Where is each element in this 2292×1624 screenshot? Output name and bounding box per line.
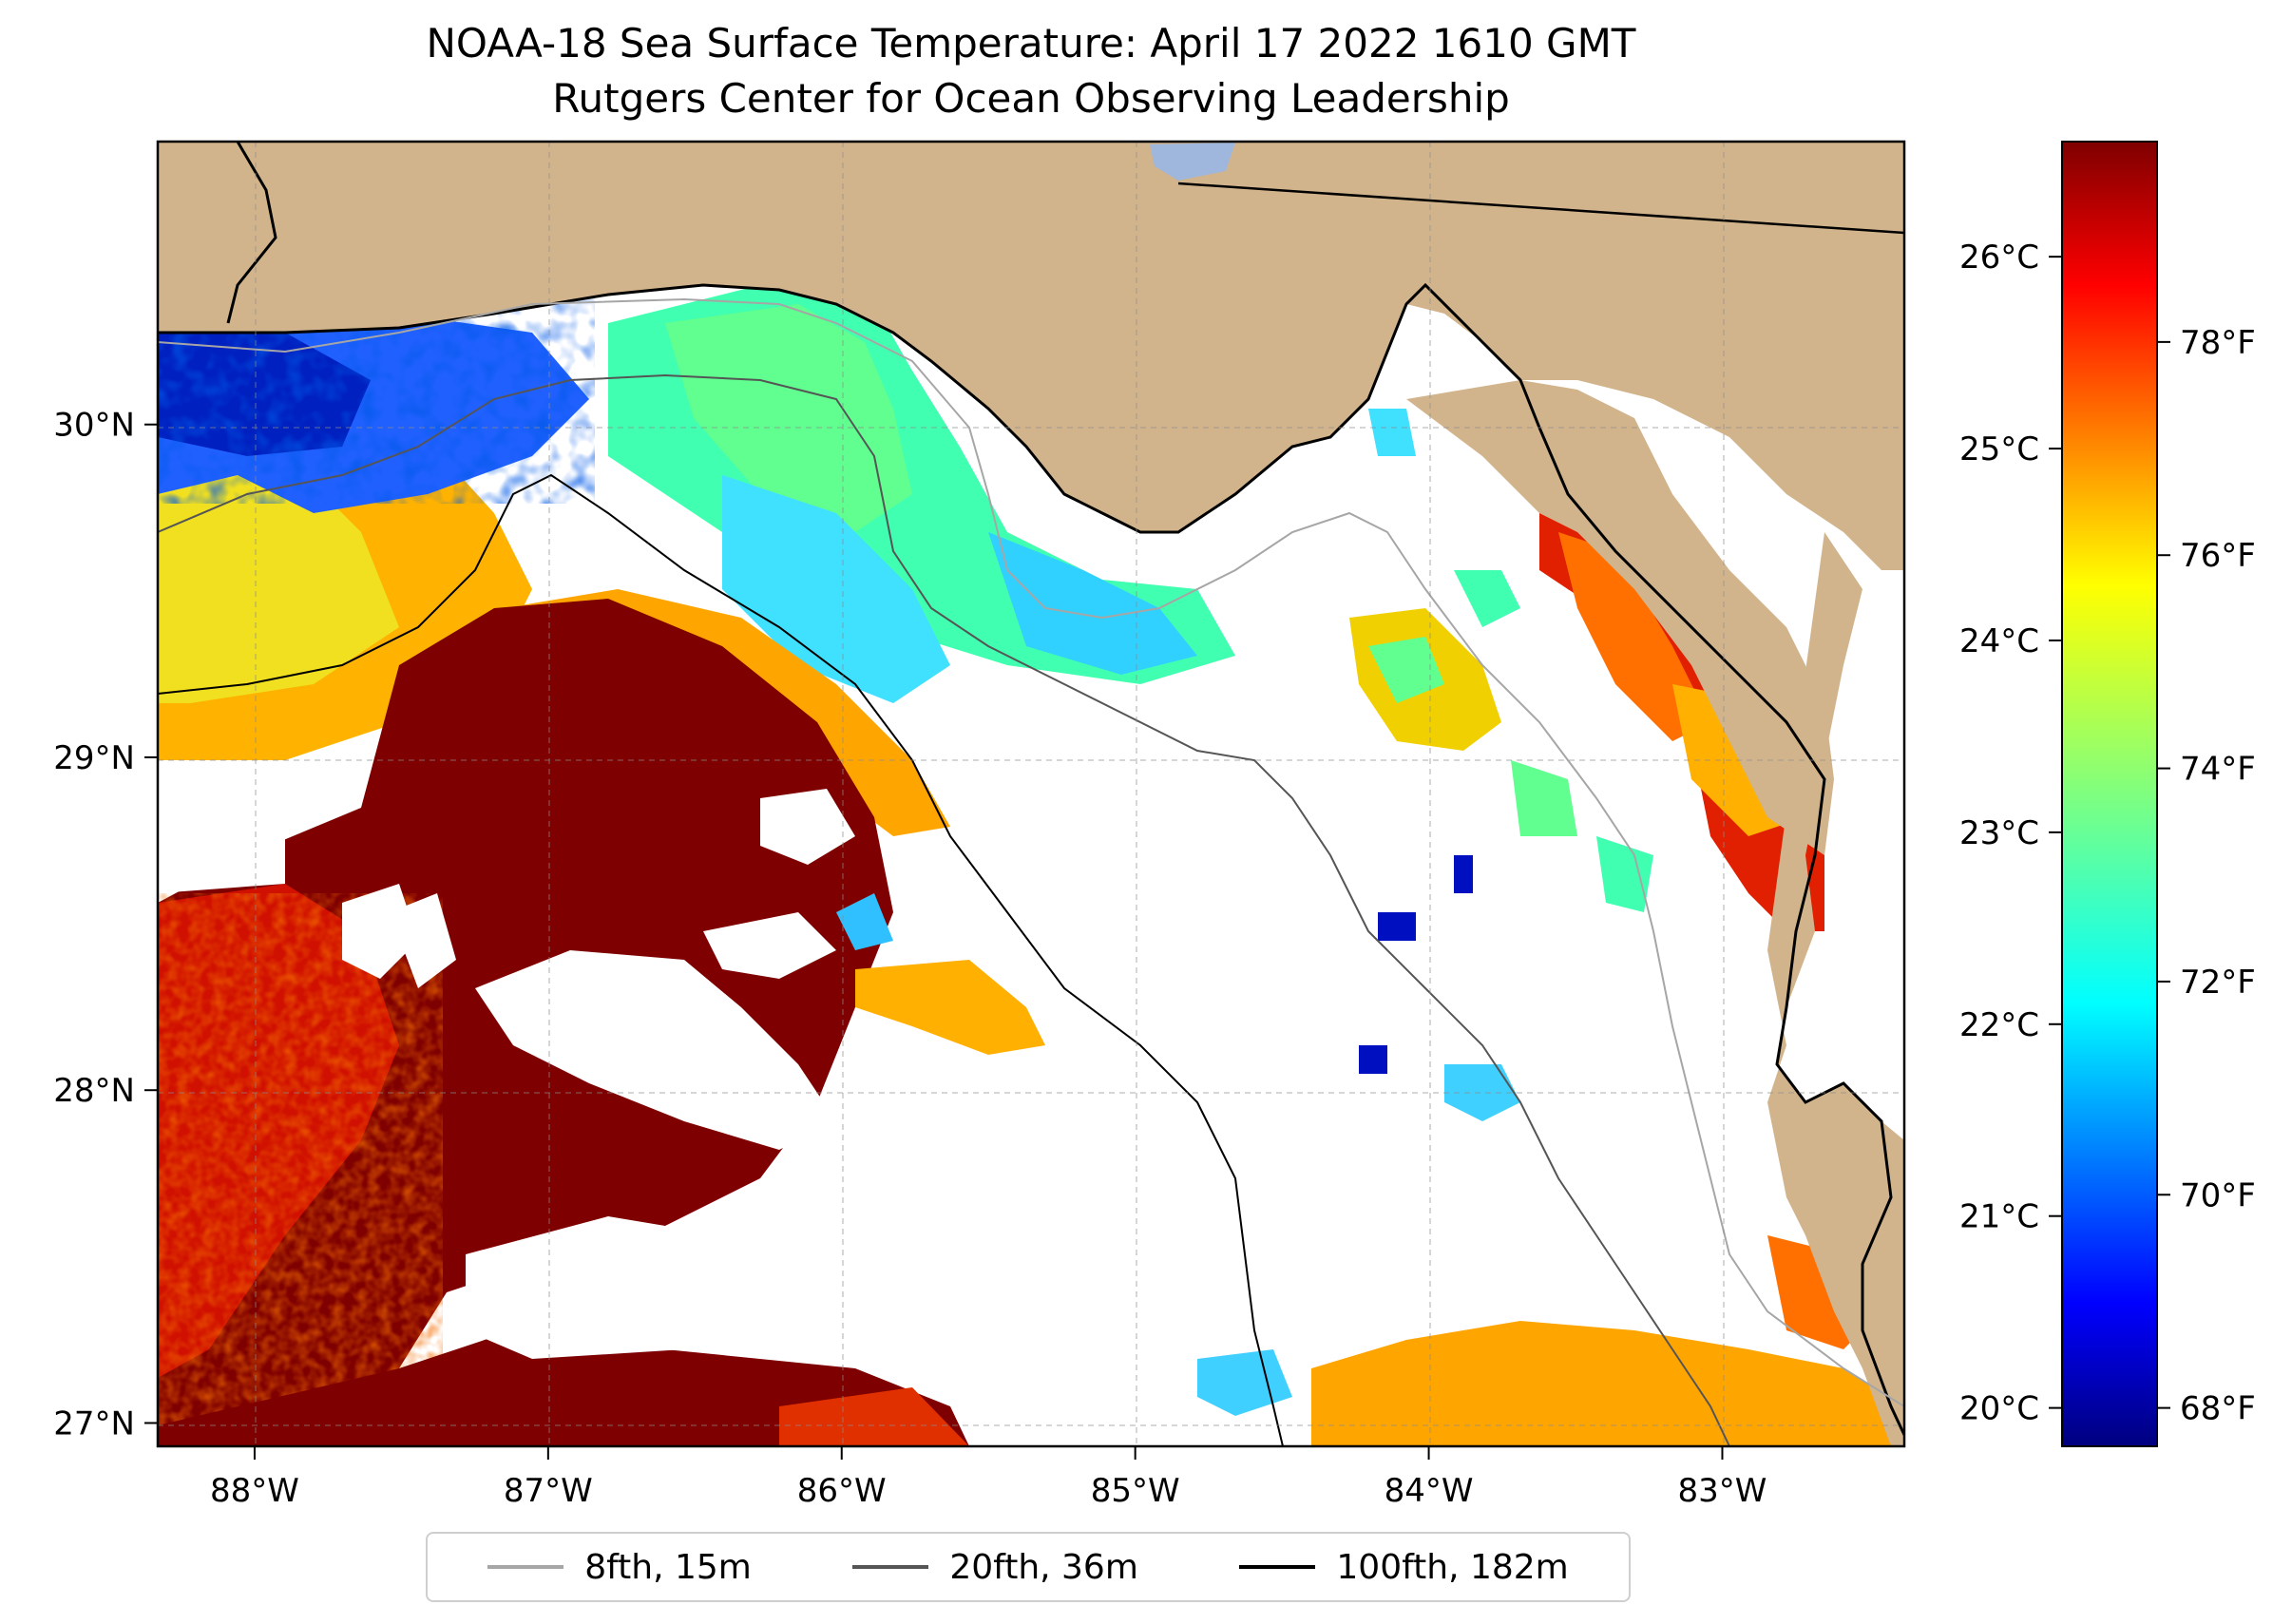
legend-label-100fth: 100fth, 182m [1336, 1547, 1569, 1587]
coastline [158, 282, 1904, 1436]
y-tick-label: 27°N [53, 1404, 135, 1442]
sst-field [158, 285, 1904, 1446]
colorbar-celsius-label: 21°C [1959, 1198, 2039, 1236]
lake [1150, 143, 1235, 181]
colorbar-fahrenheit-label: 70°F [2180, 1176, 2256, 1214]
colorbar-celsius-label: 25°C [1959, 430, 2039, 468]
isobath-20fth [158, 373, 1730, 1446]
colorbar-fahrenheit-label: 74°F [2180, 751, 2256, 789]
y-axis: 30°N 29°N 28°N 27°N [53, 407, 158, 1442]
legend-item-20fth: 20fth, 36m [852, 1548, 1138, 1587]
x-tick-label: 86°W [797, 1472, 887, 1510]
isobaths [158, 297, 1904, 1446]
map-plot-area [158, 142, 1904, 1446]
x-tick-label: 87°W [504, 1472, 593, 1510]
colorbar-celsius-label: 24°C [1959, 622, 2039, 660]
y-tick-label: 28°N [53, 1072, 135, 1110]
y-tick-label: 29°N [53, 739, 135, 777]
colorbar-gradient [2061, 141, 2158, 1447]
colorbar-fahrenheit-label: 68°F [2180, 1390, 2256, 1428]
legend-swatch-8fth [487, 1565, 564, 1569]
map-subtitle: Rutgers Center for Ocean Observing Leade… [552, 75, 1510, 122]
isobath-8fth [158, 297, 1904, 1407]
legend-label-8fth: 8fth, 15m [584, 1547, 752, 1587]
map-title: NOAA-18 Sea Surface Temperature: April 1… [426, 20, 1636, 67]
border-line [226, 142, 277, 324]
colorbar-celsius-label: 20°C [1959, 1390, 2039, 1428]
colorbar-fahrenheit-label: 72°F [2180, 964, 2256, 1002]
colorbar-celsius-label: 22°C [1959, 1006, 2039, 1044]
gridlines [158, 142, 1904, 1446]
x-axis: 88°W 87°W 86°W 85°W 84°W 83°W [210, 1446, 1767, 1510]
x-tick-label: 83°W [1678, 1472, 1767, 1510]
legend-swatch-100fth [1239, 1565, 1316, 1569]
x-tick-label: 88°W [210, 1472, 299, 1510]
colorbar-celsius-label: 23°C [1959, 814, 2039, 852]
x-tick-label: 84°W [1385, 1472, 1474, 1510]
colorbar-fahrenheit-label: 76°F [2180, 537, 2256, 575]
legend-item-8fth: 8fth, 15m [487, 1548, 752, 1587]
x-tick-label: 85°W [1091, 1472, 1180, 1510]
isobath-100fth [158, 473, 1284, 1446]
colorbar-fahrenheit-label: 78°F [2180, 324, 2256, 362]
legend-label-20fth: 20fth, 36m [949, 1547, 1138, 1587]
colorbar [2061, 141, 2158, 1447]
legend-item-100fth: 100fth, 182m [1239, 1547, 1569, 1587]
legend-swatch-20fth [852, 1565, 929, 1569]
colorbar-fahrenheit-axis: 78°F 76°F 74°F 72°F 70°F 68°F [2157, 324, 2256, 1428]
state-border [1177, 182, 1904, 235]
isobath-legend: 8fth, 15m 20fth, 36m 100fth, 182m [426, 1532, 1631, 1602]
map-frame [156, 140, 1906, 1448]
y-tick-label: 30°N [53, 407, 135, 445]
colorbar-celsius-axis: 26°C 25°C 24°C 23°C 22°C 21°C 20°C [1959, 239, 2062, 1428]
colorbar-celsius-label: 26°C [1959, 239, 2039, 277]
